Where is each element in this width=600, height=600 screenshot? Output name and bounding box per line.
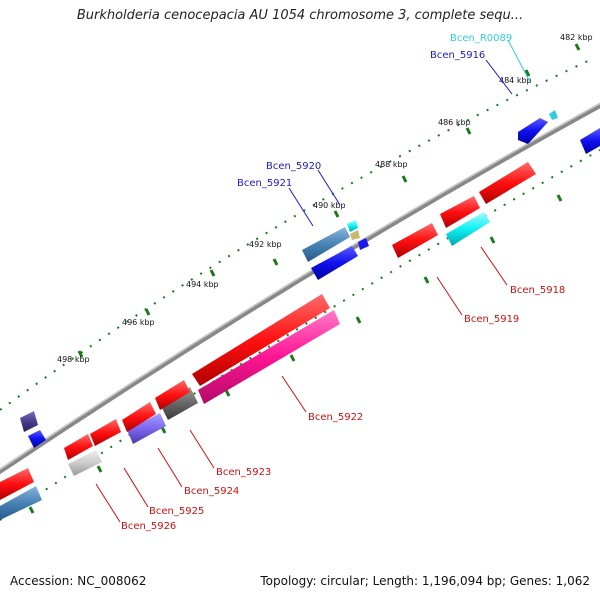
label-bcen-5918: Bcen_5918 — [510, 285, 565, 296]
gene-bcen-5923-red[interactable] — [155, 380, 190, 410]
tick-labels: 482 kbp 484 kbp 486 kbp 488 kbp 490 kbp … — [57, 33, 593, 364]
gene-bcen-5922[interactable] — [198, 310, 340, 404]
tick-label-498: 498 kbp — [57, 355, 90, 364]
label-bcen-5916: Bcen_5916 — [430, 50, 485, 61]
scale-arc-outer — [0, 59, 591, 411]
gene-bcen-5923[interactable] — [160, 387, 198, 420]
label-bcen-5925: Bcen_5925 — [149, 506, 204, 517]
label-bcen-5920: Bcen_5920 — [266, 161, 321, 172]
gene-bcen-5922-red[interactable] — [192, 294, 330, 386]
gene-bcen-5916[interactable] — [518, 118, 548, 144]
gene-red-pair-b[interactable] — [90, 419, 121, 446]
tick-label-492: 492 kbp — [249, 240, 282, 249]
reverse-strand-genes — [0, 162, 536, 520]
tick-label-484: 484 kbp — [499, 76, 532, 85]
gene-labels: Bcen_R0089 Bcen_5916 Bcen_5920 Bcen_5921… — [121, 33, 565, 532]
label-bcen-5922: Bcen_5922 — [308, 412, 363, 423]
tick-label-490: 490 kbp — [313, 201, 346, 210]
label-bcen-5919: Bcen_5919 — [464, 314, 519, 325]
tick-label-494: 494 kbp — [186, 280, 219, 289]
gene-slate[interactable] — [20, 411, 38, 432]
gene-bcen-r0089[interactable] — [549, 110, 558, 120]
map-title: Burkholderia cenocepacia AU 1054 chromos… — [76, 8, 524, 23]
label-bcen-5921: Bcen_5921 — [237, 178, 292, 189]
gene-bcen-5924[interactable] — [127, 413, 166, 444]
accession-text: Accession: NC_008062 — [10, 574, 147, 588]
scale-arc-inner — [0, 149, 600, 521]
gene-top-red-2[interactable] — [440, 196, 480, 228]
gene-bcen-5921[interactable] — [311, 246, 358, 280]
gene-left-steel[interactable] — [0, 486, 42, 520]
gene-bcen-5918[interactable] — [446, 212, 490, 246]
label-bcen-5924: Bcen_5924 — [184, 486, 239, 497]
chromosome-backbone — [0, 102, 600, 475]
tick-label-488: 488 kbp — [375, 160, 408, 169]
gene-bcen-5919[interactable] — [392, 223, 438, 258]
tick-label-482: 482 kbp — [560, 33, 593, 42]
gene-bcen-5921-bar[interactable] — [302, 227, 350, 262]
label-bcen-r0089: Bcen_R0089 — [450, 33, 512, 44]
gene-red-pair-a[interactable] — [64, 434, 93, 460]
label-bcen-5923: Bcen_5923 — [216, 467, 271, 478]
label-bcen-5926: Bcen_5926 — [121, 521, 176, 532]
gene-blue-small[interactable] — [28, 430, 46, 448]
gene-bcen-5926[interactable] — [68, 450, 102, 476]
gene-bcen-5920[interactable] — [347, 220, 358, 232]
forward-strand-genes — [20, 110, 600, 448]
summary-text: Topology: circular; Length: 1,196,094 bp… — [260, 574, 590, 588]
tick-label-496: 496 kbp — [122, 318, 155, 327]
gene-top-red-1[interactable] — [479, 162, 536, 204]
gene-bcen-5925[interactable] — [122, 402, 156, 432]
leader-lines — [95, 39, 531, 523]
major-ticks-outer — [77, 43, 581, 358]
major-ticks-inner — [28, 194, 563, 514]
tick-label-486: 486 kbp — [438, 118, 471, 127]
gene-left-red[interactable] — [0, 468, 34, 500]
